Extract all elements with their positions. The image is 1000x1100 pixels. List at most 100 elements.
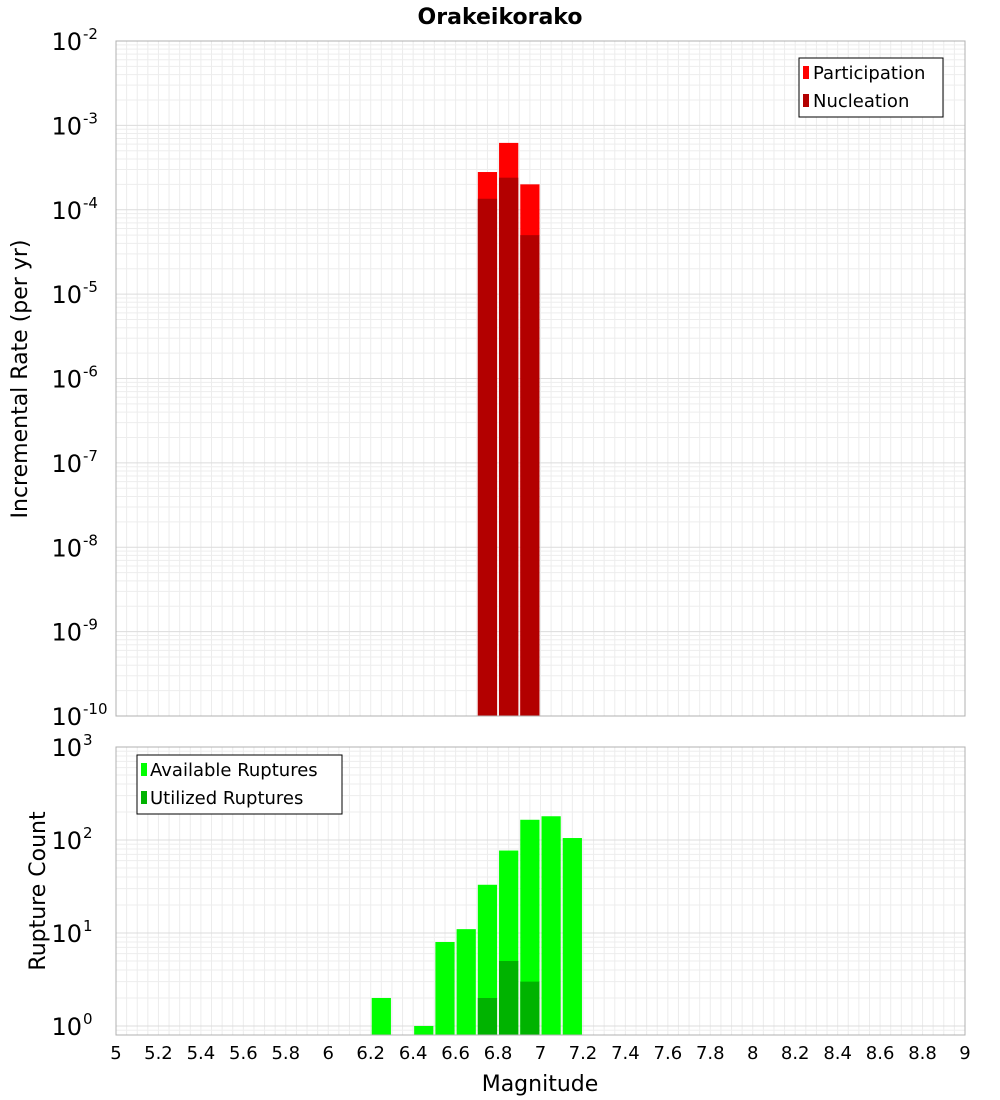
y-tick-exponent: 0 <box>83 1010 93 1028</box>
available-ruptures-bar <box>541 816 561 1035</box>
nucleation-bar <box>477 198 498 717</box>
rate-legend: Participation Nucleation <box>798 57 944 118</box>
utilized-ruptures-bar <box>477 997 498 1035</box>
count-y-axis-label: Rupture Count <box>26 811 51 971</box>
x-tick-label: 9 <box>959 1043 970 1064</box>
x-tick-label: 6 <box>323 1043 334 1064</box>
participation-legend-swatch <box>803 66 809 79</box>
nucleation-legend-label: Nucleation <box>813 91 909 112</box>
y-tick-exponent: -10 <box>83 700 108 718</box>
y-tick-exponent: -2 <box>83 25 98 43</box>
rate-y-tick: 10 -8 <box>51 531 98 562</box>
utilized-legend-swatch <box>141 791 147 804</box>
utilized-ruptures-bar <box>520 981 540 1035</box>
x-tick-label: 5.8 <box>271 1043 300 1064</box>
y-tick-base: 10 <box>51 619 82 647</box>
x-tick-label: 6.8 <box>484 1043 513 1064</box>
rate-plot-border <box>115 40 966 717</box>
y-tick-base: 10 <box>51 28 82 56</box>
y-tick-base: 10 <box>51 197 82 225</box>
x-tick-label: 6.6 <box>441 1043 470 1064</box>
y-tick-base: 10 <box>51 281 82 309</box>
y-tick-base: 10 <box>51 827 82 855</box>
rate-y-tick: 10 -6 <box>51 363 98 394</box>
x-tick-label: 7.4 <box>611 1043 640 1064</box>
nucleation-legend-swatch <box>803 94 809 107</box>
utilized-legend-label: Utilized Ruptures <box>150 788 303 809</box>
participation-legend-label: Participation <box>813 63 925 84</box>
available-ruptures-bar <box>477 884 498 1035</box>
available-ruptures-bar <box>435 942 455 1035</box>
x-tick-label: 7.2 <box>569 1043 598 1064</box>
x-tick-label: 8.8 <box>908 1043 937 1064</box>
count-y-tick: 10 2 <box>51 824 92 855</box>
y-tick-exponent: 1 <box>83 917 93 935</box>
count-legend-box <box>136 754 343 815</box>
count-plot-border <box>115 746 966 1036</box>
chart-title: Orakeikorako <box>418 5 583 30</box>
y-tick-exponent: -8 <box>83 531 98 549</box>
x-tick-label: 8 <box>747 1043 758 1064</box>
x-tick-label: 8.6 <box>866 1043 895 1064</box>
rate-y-tick: 10 -3 <box>51 109 98 140</box>
y-tick-base: 10 <box>51 1013 82 1041</box>
available-legend-label: Available Ruptures <box>150 760 318 781</box>
x-tick-label: 7.6 <box>654 1043 683 1064</box>
rate-y-tick: 10 -10 <box>51 700 107 731</box>
available-ruptures-bar <box>371 997 391 1035</box>
y-tick-exponent: -5 <box>83 278 98 296</box>
x-tick-label: 6.2 <box>356 1043 385 1064</box>
nucleation-bar <box>520 235 540 716</box>
count-y-tick: 10 0 <box>51 1010 92 1041</box>
y-tick-exponent: -7 <box>83 447 98 465</box>
count-legend: Available Ruptures Utilized Ruptures <box>136 754 343 815</box>
x-tick-label: 7 <box>535 1043 546 1064</box>
rate-y-tick: 10 -5 <box>51 278 98 309</box>
magnitude-x-ticks: 5 5.2 5.4 5.6 5.8 6 6.2 6.4 6.6 6.8 7 7.2 7.4 7.6 7.8 8… <box>110 1043 970 1064</box>
y-tick-base: 10 <box>51 734 82 762</box>
rate-bars <box>477 142 540 717</box>
y-tick-base: 10 <box>51 112 82 140</box>
x-tick-label: 7.8 <box>696 1043 725 1064</box>
available-ruptures-bar <box>562 838 582 1035</box>
y-tick-exponent: -3 <box>83 109 98 127</box>
rate-y-tick: 10 -7 <box>51 447 98 478</box>
available-legend-swatch <box>141 763 147 776</box>
x-axis-label: Magnitude <box>482 1072 599 1097</box>
y-tick-exponent: 2 <box>83 824 93 842</box>
x-tick-label: 8.2 <box>781 1043 810 1064</box>
count-bars <box>371 816 582 1035</box>
x-tick-label: 5 <box>110 1043 121 1064</box>
count-y-tick: 10 1 <box>51 917 92 948</box>
rate-y-tick: 10 -9 <box>51 616 98 647</box>
x-tick-label: 5.2 <box>144 1043 173 1064</box>
x-tick-label: 8.4 <box>823 1043 852 1064</box>
rate-y-axis-label: Incremental Rate (per yr) <box>8 240 33 519</box>
rate-y-tick: 10 -4 <box>51 194 98 225</box>
rate-legend-box <box>798 57 944 118</box>
y-tick-exponent: 3 <box>83 731 93 749</box>
rate-y-tick: 10 -2 <box>51 25 98 56</box>
y-tick-exponent: -4 <box>83 194 98 212</box>
y-tick-exponent: -9 <box>83 616 98 634</box>
y-tick-base: 10 <box>51 366 82 394</box>
nucleation-bar <box>499 177 519 716</box>
x-tick-label: 5.6 <box>229 1043 258 1064</box>
y-tick-base: 10 <box>51 703 82 731</box>
rate-grid <box>115 40 966 717</box>
y-tick-exponent: -6 <box>83 363 98 381</box>
available-ruptures-bar <box>456 929 476 1035</box>
y-tick-base: 10 <box>51 534 82 562</box>
available-ruptures-bar <box>520 819 540 1035</box>
available-ruptures-bar <box>414 1025 434 1035</box>
y-tick-base: 10 <box>51 450 82 478</box>
count-y-tick: 10 3 <box>51 731 92 762</box>
utilized-ruptures-bar <box>499 960 519 1035</box>
x-tick-label: 5.4 <box>187 1043 216 1064</box>
y-tick-base: 10 <box>51 920 82 948</box>
